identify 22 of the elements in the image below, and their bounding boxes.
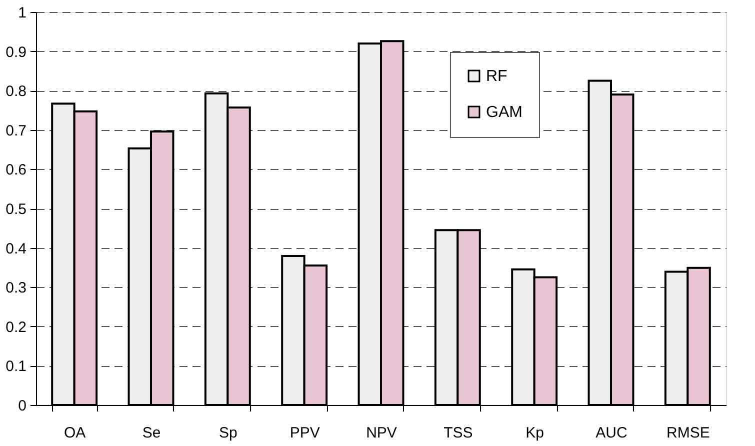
y-tick-label: 0.9 bbox=[6, 44, 26, 61]
y-tick-label: 0.4 bbox=[6, 240, 26, 258]
x-tick-label: TSS bbox=[444, 424, 473, 442]
x-tick-label: OA bbox=[64, 424, 86, 442]
y-tick-label: 0.2 bbox=[6, 318, 26, 336]
x-tick-label: AUC bbox=[596, 424, 628, 442]
y-tick-label: 0.1 bbox=[6, 358, 26, 376]
x-tick-label: RMSE bbox=[666, 424, 710, 442]
y-tick-label: 0.3 bbox=[6, 280, 26, 297]
y-tick-label: 1 bbox=[18, 4, 26, 22]
y-tick-label: 0.7 bbox=[6, 122, 26, 140]
y-tick-label: 0 bbox=[18, 398, 26, 414]
legend-label: RF bbox=[486, 68, 508, 85]
y-tick-label: 0.6 bbox=[6, 162, 26, 179]
x-tick-label: PPV bbox=[290, 424, 320, 442]
x-tick-label: NPV bbox=[366, 424, 397, 442]
x-tick-label: Kp bbox=[526, 424, 544, 442]
x-tick-label: Se bbox=[142, 424, 161, 442]
y-tick-label: 0.5 bbox=[6, 201, 26, 218]
legend-label: GAM bbox=[486, 104, 522, 121]
y-tick-label: 0.8 bbox=[6, 83, 26, 100]
x-tick-label: Sp bbox=[218, 424, 238, 442]
